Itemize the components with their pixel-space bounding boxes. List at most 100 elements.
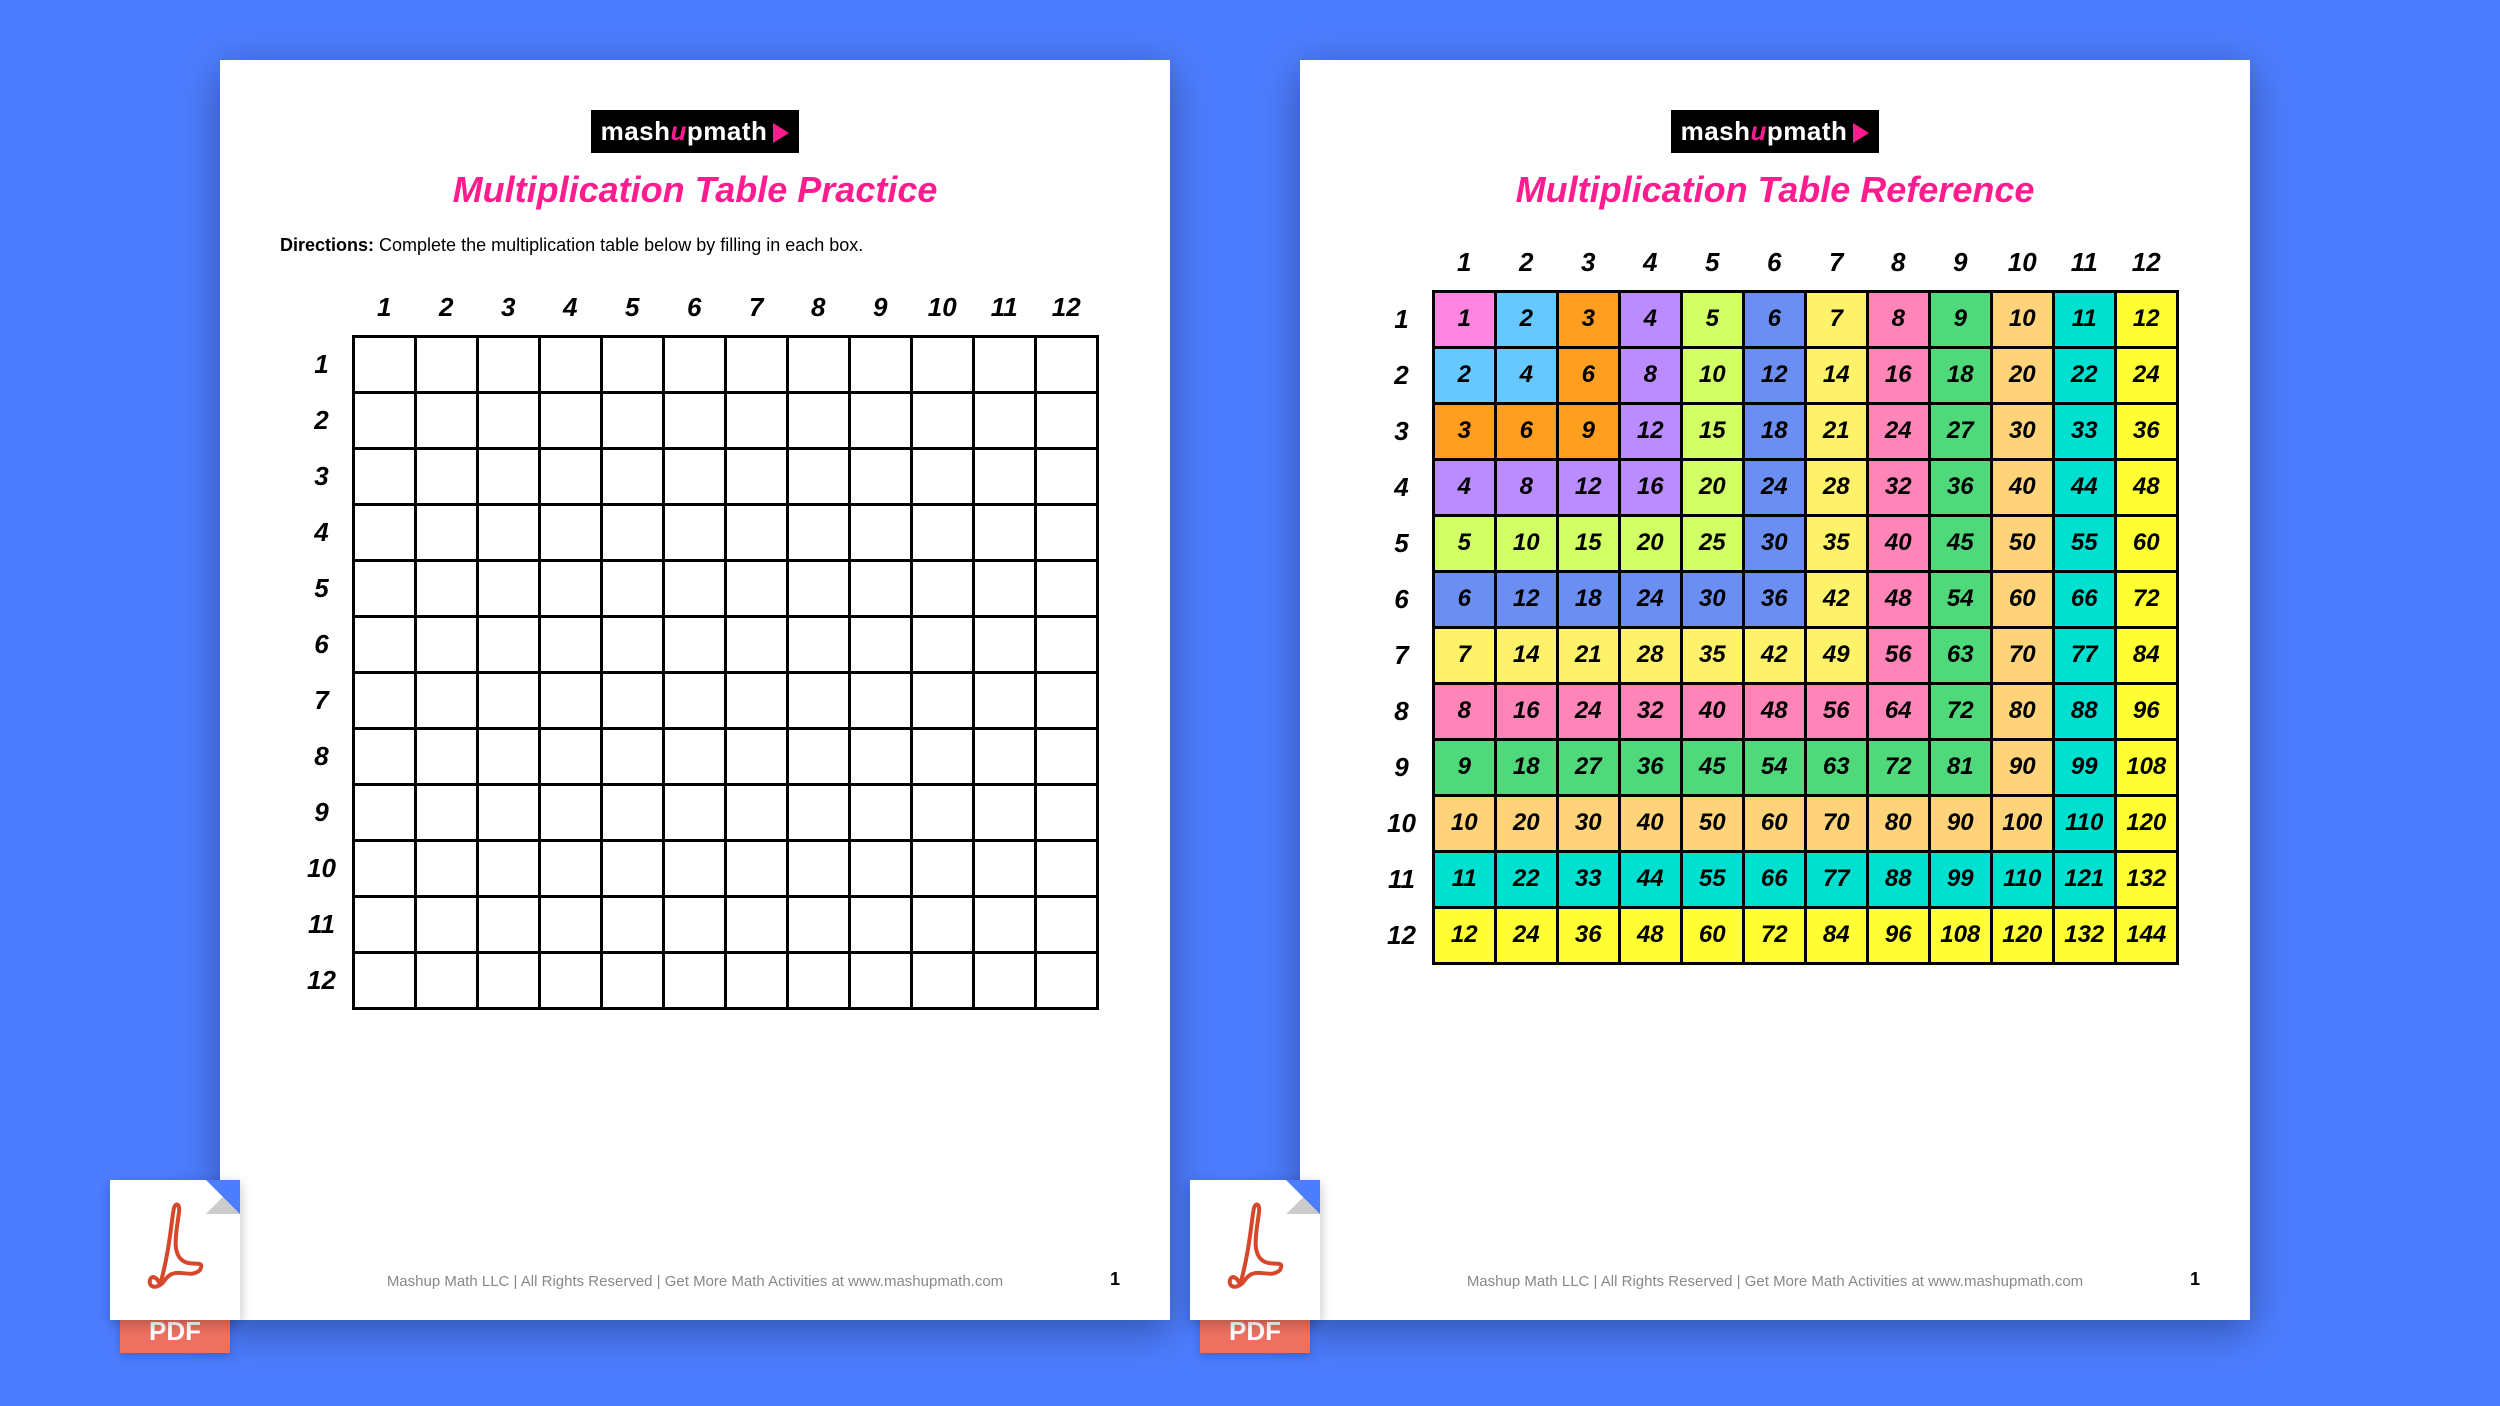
cell: 70 <box>1991 627 2053 683</box>
col-header: 12 <box>1035 280 1097 336</box>
col-header: 1 <box>1433 235 1495 291</box>
row-header: 8 <box>291 728 353 784</box>
cell: 4 <box>1619 291 1681 347</box>
cell: 99 <box>2053 739 2115 795</box>
footer-text: Mashup Math LLC | All Rights Reserved | … <box>1300 1273 2250 1290</box>
cell: 40 <box>1619 795 1681 851</box>
cell <box>539 616 601 672</box>
cell <box>911 784 973 840</box>
cell <box>477 728 539 784</box>
cell <box>477 840 539 896</box>
row-header: 9 <box>1371 739 1433 795</box>
cell: 30 <box>1743 515 1805 571</box>
cell: 77 <box>1805 851 1867 907</box>
cell: 70 <box>1805 795 1867 851</box>
cell: 6 <box>1433 571 1495 627</box>
cell: 18 <box>1557 571 1619 627</box>
cell <box>849 336 911 392</box>
cell: 8 <box>1495 459 1557 515</box>
cell: 36 <box>1929 459 1991 515</box>
cell: 15 <box>1557 515 1619 571</box>
worksheet-reference-page: mashupmath Multiplication Table Referenc… <box>1300 60 2250 1320</box>
logo-text: mash <box>1681 116 1751 146</box>
row-header: 1 <box>291 336 353 392</box>
cell: 18 <box>1495 739 1557 795</box>
cell <box>787 336 849 392</box>
cell <box>477 952 539 1008</box>
cell <box>601 672 663 728</box>
cell <box>601 392 663 448</box>
cell <box>601 616 663 672</box>
cell <box>663 672 725 728</box>
cell <box>415 784 477 840</box>
cell: 5 <box>1681 291 1743 347</box>
cell: 25 <box>1681 515 1743 571</box>
cell: 35 <box>1805 515 1867 571</box>
page-number: 1 <box>2190 1269 2200 1290</box>
cell <box>663 616 725 672</box>
cell <box>539 896 601 952</box>
page-title: Multiplication Table Practice <box>280 169 1110 211</box>
cell <box>973 728 1035 784</box>
cell <box>849 896 911 952</box>
cell: 33 <box>2053 403 2115 459</box>
cell: 44 <box>1619 851 1681 907</box>
cell: 30 <box>1557 795 1619 851</box>
cell: 20 <box>1681 459 1743 515</box>
row-header: 5 <box>1371 515 1433 571</box>
cell: 80 <box>1991 683 2053 739</box>
cell: 3 <box>1433 403 1495 459</box>
row-header: 1 <box>1371 291 1433 347</box>
cell <box>787 728 849 784</box>
cell <box>601 896 663 952</box>
col-header: 3 <box>477 280 539 336</box>
cell: 22 <box>2053 347 2115 403</box>
cell <box>415 840 477 896</box>
cell <box>973 560 1035 616</box>
cell <box>1035 560 1097 616</box>
cell <box>849 728 911 784</box>
cell <box>477 896 539 952</box>
cell <box>477 784 539 840</box>
cell: 66 <box>2053 571 2115 627</box>
cell <box>477 504 539 560</box>
cell: 8 <box>1619 347 1681 403</box>
cell <box>725 392 787 448</box>
cell <box>477 392 539 448</box>
cell <box>353 952 415 1008</box>
cell <box>601 728 663 784</box>
cell <box>353 336 415 392</box>
cell <box>663 728 725 784</box>
pdf-page-icon <box>110 1180 240 1320</box>
cell <box>663 784 725 840</box>
cell <box>973 448 1035 504</box>
cell <box>477 616 539 672</box>
cell <box>353 896 415 952</box>
cell: 20 <box>1619 515 1681 571</box>
col-header: 3 <box>1557 235 1619 291</box>
directions-label: Directions: <box>280 235 374 255</box>
cell: 90 <box>1929 795 1991 851</box>
cell <box>663 560 725 616</box>
cell: 9 <box>1557 403 1619 459</box>
cell <box>787 504 849 560</box>
cell: 54 <box>1929 571 1991 627</box>
cell: 48 <box>2115 459 2177 515</box>
cell <box>539 392 601 448</box>
logo-text: mash <box>601 116 671 146</box>
cell: 48 <box>1867 571 1929 627</box>
col-header: 5 <box>601 280 663 336</box>
page-number: 1 <box>1110 1269 1120 1290</box>
cell <box>1035 504 1097 560</box>
worksheet-practice-page: mashupmath Multiplication Table Practice… <box>220 60 1170 1320</box>
col-header: 5 <box>1681 235 1743 291</box>
row-header: 2 <box>291 392 353 448</box>
cell: 64 <box>1867 683 1929 739</box>
cell <box>973 504 1035 560</box>
row-header: 10 <box>1371 795 1433 851</box>
col-header: 10 <box>1991 235 2053 291</box>
cell: 42 <box>1743 627 1805 683</box>
cell <box>1035 952 1097 1008</box>
cell: 48 <box>1743 683 1805 739</box>
cell: 88 <box>1867 851 1929 907</box>
